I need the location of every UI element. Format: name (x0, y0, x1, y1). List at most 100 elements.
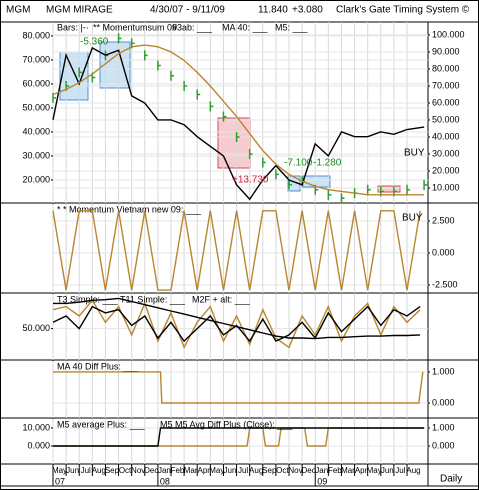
legend-entry: T3 Simple: ___ (57, 294, 119, 304)
y-tick-label: -2.500 (432, 279, 458, 289)
year-label: 09 (317, 476, 327, 486)
y-tick-label: 20.000 (22, 174, 50, 184)
series-line (52, 299, 421, 350)
price-bar (248, 149, 253, 160)
x-tick-label: Feb (171, 466, 185, 475)
x-tick-label: Oct (119, 466, 132, 475)
legend-entry: * * Momentum Vietnam new 09: ___ (57, 204, 202, 214)
interval: Daily (440, 474, 462, 485)
series-line (53, 427, 425, 447)
price-bar (157, 60, 161, 71)
y-tick-label: 0.000 (432, 247, 455, 257)
annotation: +13.730 (232, 175, 269, 186)
y-tick-label: 1.000 (432, 422, 455, 432)
annotation: BUY (404, 148, 425, 159)
price-bar (144, 50, 148, 61)
series-line (52, 46, 425, 201)
y-tick-label: 70.000 (432, 80, 460, 90)
y-tick-label: 10.000 (432, 182, 460, 192)
price-bar (170, 70, 175, 81)
y-tick-label: 2.500 (432, 215, 455, 225)
price-bar (52, 92, 56, 103)
price-bar (222, 111, 227, 122)
x-tick-label: Dec (144, 466, 158, 475)
legend-entry: #3ab: ___ (172, 22, 213, 32)
year-label: 07 (55, 476, 65, 486)
price-bar (327, 189, 332, 200)
annotation: BUY (402, 213, 423, 224)
price-bar (275, 169, 279, 180)
legend-entry: MA 40: ___ (222, 22, 269, 32)
price-bar (406, 184, 411, 195)
x-tick-label: Apr (198, 466, 211, 475)
x-tick-label: Aug (249, 466, 263, 475)
series-line (52, 210, 421, 291)
legend-entry: M5 average Plus: ___ (57, 419, 146, 429)
x-tick-label: May (52, 466, 67, 475)
y-tick-label: 100.000 (432, 29, 465, 39)
y-tick-label: 0.000 (432, 440, 455, 450)
price-bar (78, 67, 83, 78)
x-tick-label: Jan (158, 466, 171, 475)
x-tick-label: Oct (276, 466, 289, 475)
y-tick-label: 1.000 (432, 366, 455, 376)
x-tick-label: Jul (81, 466, 91, 475)
y-tick-label: 80.000 (22, 30, 50, 40)
legend-entry: M2F + alt: ___ (192, 294, 251, 304)
legend-entry: Bars: |-· (57, 22, 89, 32)
legend-entry: T11 Simple: ___ (120, 294, 186, 304)
x-tick-label: Mar (341, 466, 355, 475)
x-tick-label: Sep (105, 466, 120, 475)
price-bar (423, 179, 428, 190)
system: Clark's Gate Timing System © (336, 5, 470, 16)
symbol: MGM (6, 5, 30, 16)
x-tick-label: Jul (395, 466, 405, 475)
x-tick-label: Apr (355, 466, 368, 475)
price-bar (262, 157, 266, 168)
y-tick-label: 80.000 (432, 63, 460, 73)
y-tick-label: 30.000 (22, 150, 50, 160)
y-tick-label: 0.000 (27, 440, 50, 450)
x-tick-label: Jul (238, 466, 248, 475)
series-line (52, 305, 421, 343)
price-bar (117, 33, 122, 44)
series-line (53, 297, 421, 340)
annotation: -1.280 (313, 158, 342, 169)
y-tick-label: 50.000 (22, 102, 50, 112)
signal-box (377, 185, 401, 193)
y-tick-label: 40.000 (22, 126, 50, 136)
y-tick-label: 60.000 (432, 97, 460, 107)
x-tick-label: May (209, 466, 224, 475)
price-bar (183, 80, 188, 91)
series-line (53, 427, 425, 447)
legend-note: M5: ___ (275, 22, 309, 32)
series-line (52, 44, 425, 196)
price-bar (209, 101, 214, 112)
x-tick-label: Jan (315, 466, 328, 475)
x-tick-label: Nov (288, 466, 302, 475)
y-tick-label: 10.000 (22, 422, 50, 432)
company: MGM MIRAGE (46, 5, 113, 16)
y-tick-label: 20.000 (432, 165, 460, 175)
legend-entry: MA 40 Diff Plus: ___ (57, 361, 139, 371)
y-tick-label: 40.000 (432, 131, 460, 141)
y-tick-label: 60.000 (22, 78, 50, 88)
year-label: 08 (160, 476, 170, 486)
y-tick-label: 0.000 (432, 397, 455, 407)
legend-note: ** Momentumsum 09 (93, 22, 177, 32)
price-bar (288, 179, 293, 190)
x-tick-label: Feb (328, 466, 342, 475)
x-tick-label: Jun (381, 466, 394, 475)
price-bar (340, 193, 345, 204)
signal-box (59, 51, 89, 101)
x-tick-label: Sep (262, 466, 277, 475)
price-bar (366, 184, 371, 195)
y-tick-label: 50.000 (432, 114, 460, 124)
y-tick-label: 30.000 (432, 148, 460, 158)
series-line (53, 371, 424, 404)
change: +3.080 (292, 5, 323, 16)
x-tick-label: Jun (66, 466, 79, 475)
date-range: 4/30/07 - 9/11/09 (150, 5, 225, 16)
price-bar (235, 131, 240, 142)
